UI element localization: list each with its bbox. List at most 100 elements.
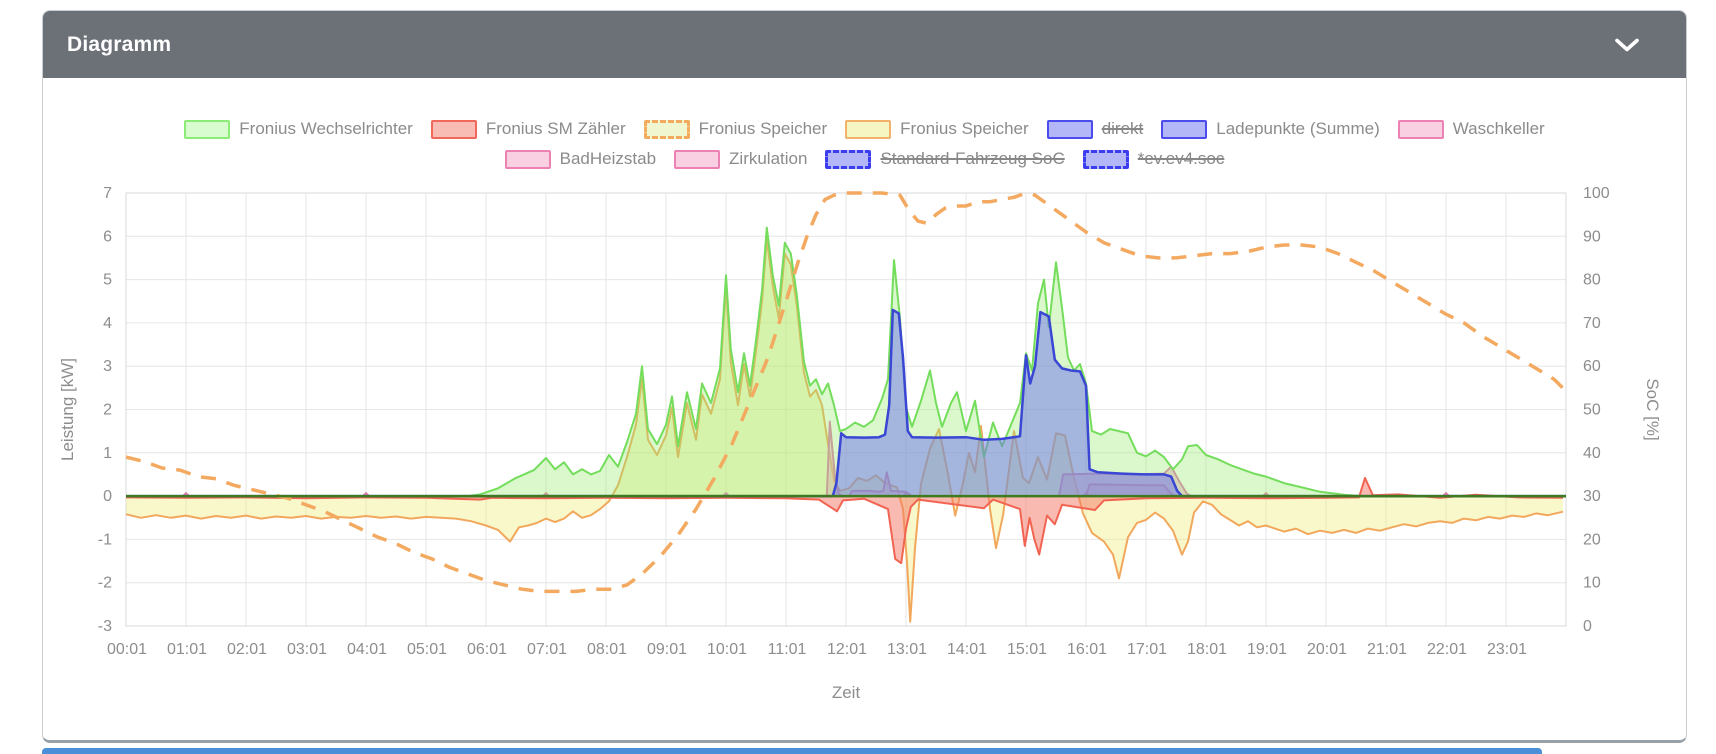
y-tick-label-left: 5 [103,272,112,289]
legend-swatch-pink [504,149,551,169]
series-fill-ladepunkte [126,309,1566,497]
x-tick-label: 03:01 [287,641,327,658]
legend-swatch-blue-dashed [825,149,872,169]
x-tick-label: 01:01 [167,641,207,658]
x-tick-label: 15:01 [1007,641,1047,658]
x-tick-label: 23:01 [1487,641,1527,658]
x-tick-label: 11:01 [768,641,807,658]
x-tick-label: 07:01 [527,641,567,658]
legend-item[interactable]: *ev.ev4.soc [1082,149,1225,169]
y-tick-label-right: 0 [1583,618,1592,635]
x-axis-label: Zeit [832,683,861,702]
legend-label: Ladepunkte (Summe) [1216,119,1380,138]
legend-item[interactable]: Fronius Speicher [643,119,828,139]
y-tick-label-left: 7 [103,185,112,202]
axis-ticks: 00:01 01:01 02:01 03:01 04:01 05:01 06:01 07:01… [98,185,1610,658]
legend-label: Fronius Wechselrichter [239,119,413,138]
legend-row: Fronius Wechselrichter Fronius SM Zähler F… [43,114,1686,144]
legend-swatch-yellow [845,119,892,139]
x-tick-label: 09:01 [647,641,687,658]
y-tick-label-right: 20 [1583,531,1601,548]
x-tick-label: 05:01 [407,641,447,658]
y-axis-label-left: Leistung [kW] [58,358,77,461]
legend-label: Standard-Fahrzeug SoC [880,149,1065,168]
legend-swatch-blue [1161,119,1208,139]
legend-item[interactable]: Zirkulation [674,149,807,169]
legend-item[interactable]: Fronius Speicher [845,119,1029,139]
x-tick-label: 06:01 [467,641,507,658]
x-tick-label: 18:01 [1187,641,1227,658]
legend-swatch-blue-dashed [1082,149,1129,169]
series-line-wechselrichter [126,226,1566,498]
x-tick-label: 04:01 [347,641,387,658]
x-tick-label: 16:01 [1067,641,1107,658]
panel-body: Fronius Wechselrichter Fronius SM Zähler F… [43,78,1686,740]
next-panel-top-edge[interactable] [42,748,1542,754]
grid [125,192,1567,627]
legend-item[interactable]: Waschkeller [1397,119,1545,139]
legend-item[interactable]: Standard-Fahrzeug SoC [825,149,1065,169]
x-tick-label: 08:01 [587,641,627,658]
x-tick-label: 17:01 [1127,641,1167,658]
x-tick-label: 12:01 [827,641,867,658]
chevron-down-icon[interactable] [1614,38,1640,53]
legend-label: Fronius Speicher [900,119,1029,138]
legend-swatch-red [430,119,477,139]
y-tick-label-right: 40 [1583,445,1601,462]
y-tick-label-right: 60 [1583,358,1601,375]
legend-item[interactable]: direkt [1046,119,1144,139]
legend-swatch-pink [674,149,721,169]
y-tick-label-left: 6 [103,228,112,245]
legend-swatch-yellow-dashed [643,119,690,139]
plot-canvas[interactable]: 00:01 01:01 02:01 03:01 04:01 05:01 06:01 07:01… [43,173,1686,718]
diagram-panel: Diagramm Fronius Wechselrichter Fronius S… [42,10,1687,743]
y-tick-label-left: 0 [103,488,112,505]
legend-item[interactable]: Fronius Wechselrichter [184,119,413,139]
series-line-sm-zaehler [125,476,1564,565]
x-tick-label: 22:01 [1427,641,1467,658]
x-tick-label: 20:01 [1307,641,1347,658]
y-tick-label-left: 3 [103,358,112,375]
legend-label: Fronius Speicher [698,119,828,138]
x-tick-label: 19:01 [1247,641,1287,658]
x-tick-label: 10:01 [707,641,747,658]
series-line-ladepunkte [126,308,1566,498]
legend-item[interactable]: Ladepunkte (Summe) [1161,119,1380,139]
legend-row: BadHeizstab Zirkulation Standard-Fahrzeug … [43,144,1686,174]
chart-legend: Fronius Wechselrichter Fronius SM Zähler F… [43,114,1686,174]
legend-item[interactable]: BadHeizstab [504,149,657,169]
y-tick-label-right: 90 [1583,228,1601,245]
legend-swatch-blue [1046,119,1093,139]
legend-label: Waschkeller [1452,119,1545,138]
legend-item[interactable]: Fronius SM Zähler [430,119,626,139]
panel-title: Diagramm [67,32,172,56]
y-tick-label-left: -2 [98,575,112,592]
y-tick-label-right: 80 [1583,272,1601,289]
y-tick-label-left: 1 [103,445,112,462]
x-tick-label: 21:01 [1367,641,1407,658]
y-tick-label-left: -1 [98,531,112,548]
y-axis-label-right: SoC [%] [1643,378,1662,440]
legend-swatch-green [184,119,231,139]
legend-swatch-pink [1397,119,1444,139]
x-tick-label: 14:01 [947,641,987,658]
x-tick-label: 00:01 [107,641,147,658]
series-line-speicher-soc [125,191,1567,594]
legend-label: BadHeizstab [559,149,657,168]
y-tick-label-right: 100 [1583,185,1610,202]
legend-label: *ev.ev4.soc [1137,149,1225,168]
y-tick-label-left: 4 [103,315,112,332]
y-tick-label-right: 30 [1583,488,1601,505]
x-tick-label: 13:01 [887,641,927,658]
y-tick-label-right: 10 [1583,575,1601,592]
legend-label: Fronius SM Zähler [485,119,626,138]
panel-header[interactable]: Diagramm [43,11,1686,78]
legend-label: Zirkulation [729,149,808,168]
y-tick-label-left: 2 [103,402,112,419]
y-tick-label-right: 50 [1583,402,1601,419]
plot-border [125,192,1567,627]
x-tick-label: 02:01 [227,641,267,658]
y-tick-label-right: 70 [1583,315,1601,332]
y-tick-label-left: -3 [98,618,112,635]
legend-label: direkt [1101,119,1144,138]
